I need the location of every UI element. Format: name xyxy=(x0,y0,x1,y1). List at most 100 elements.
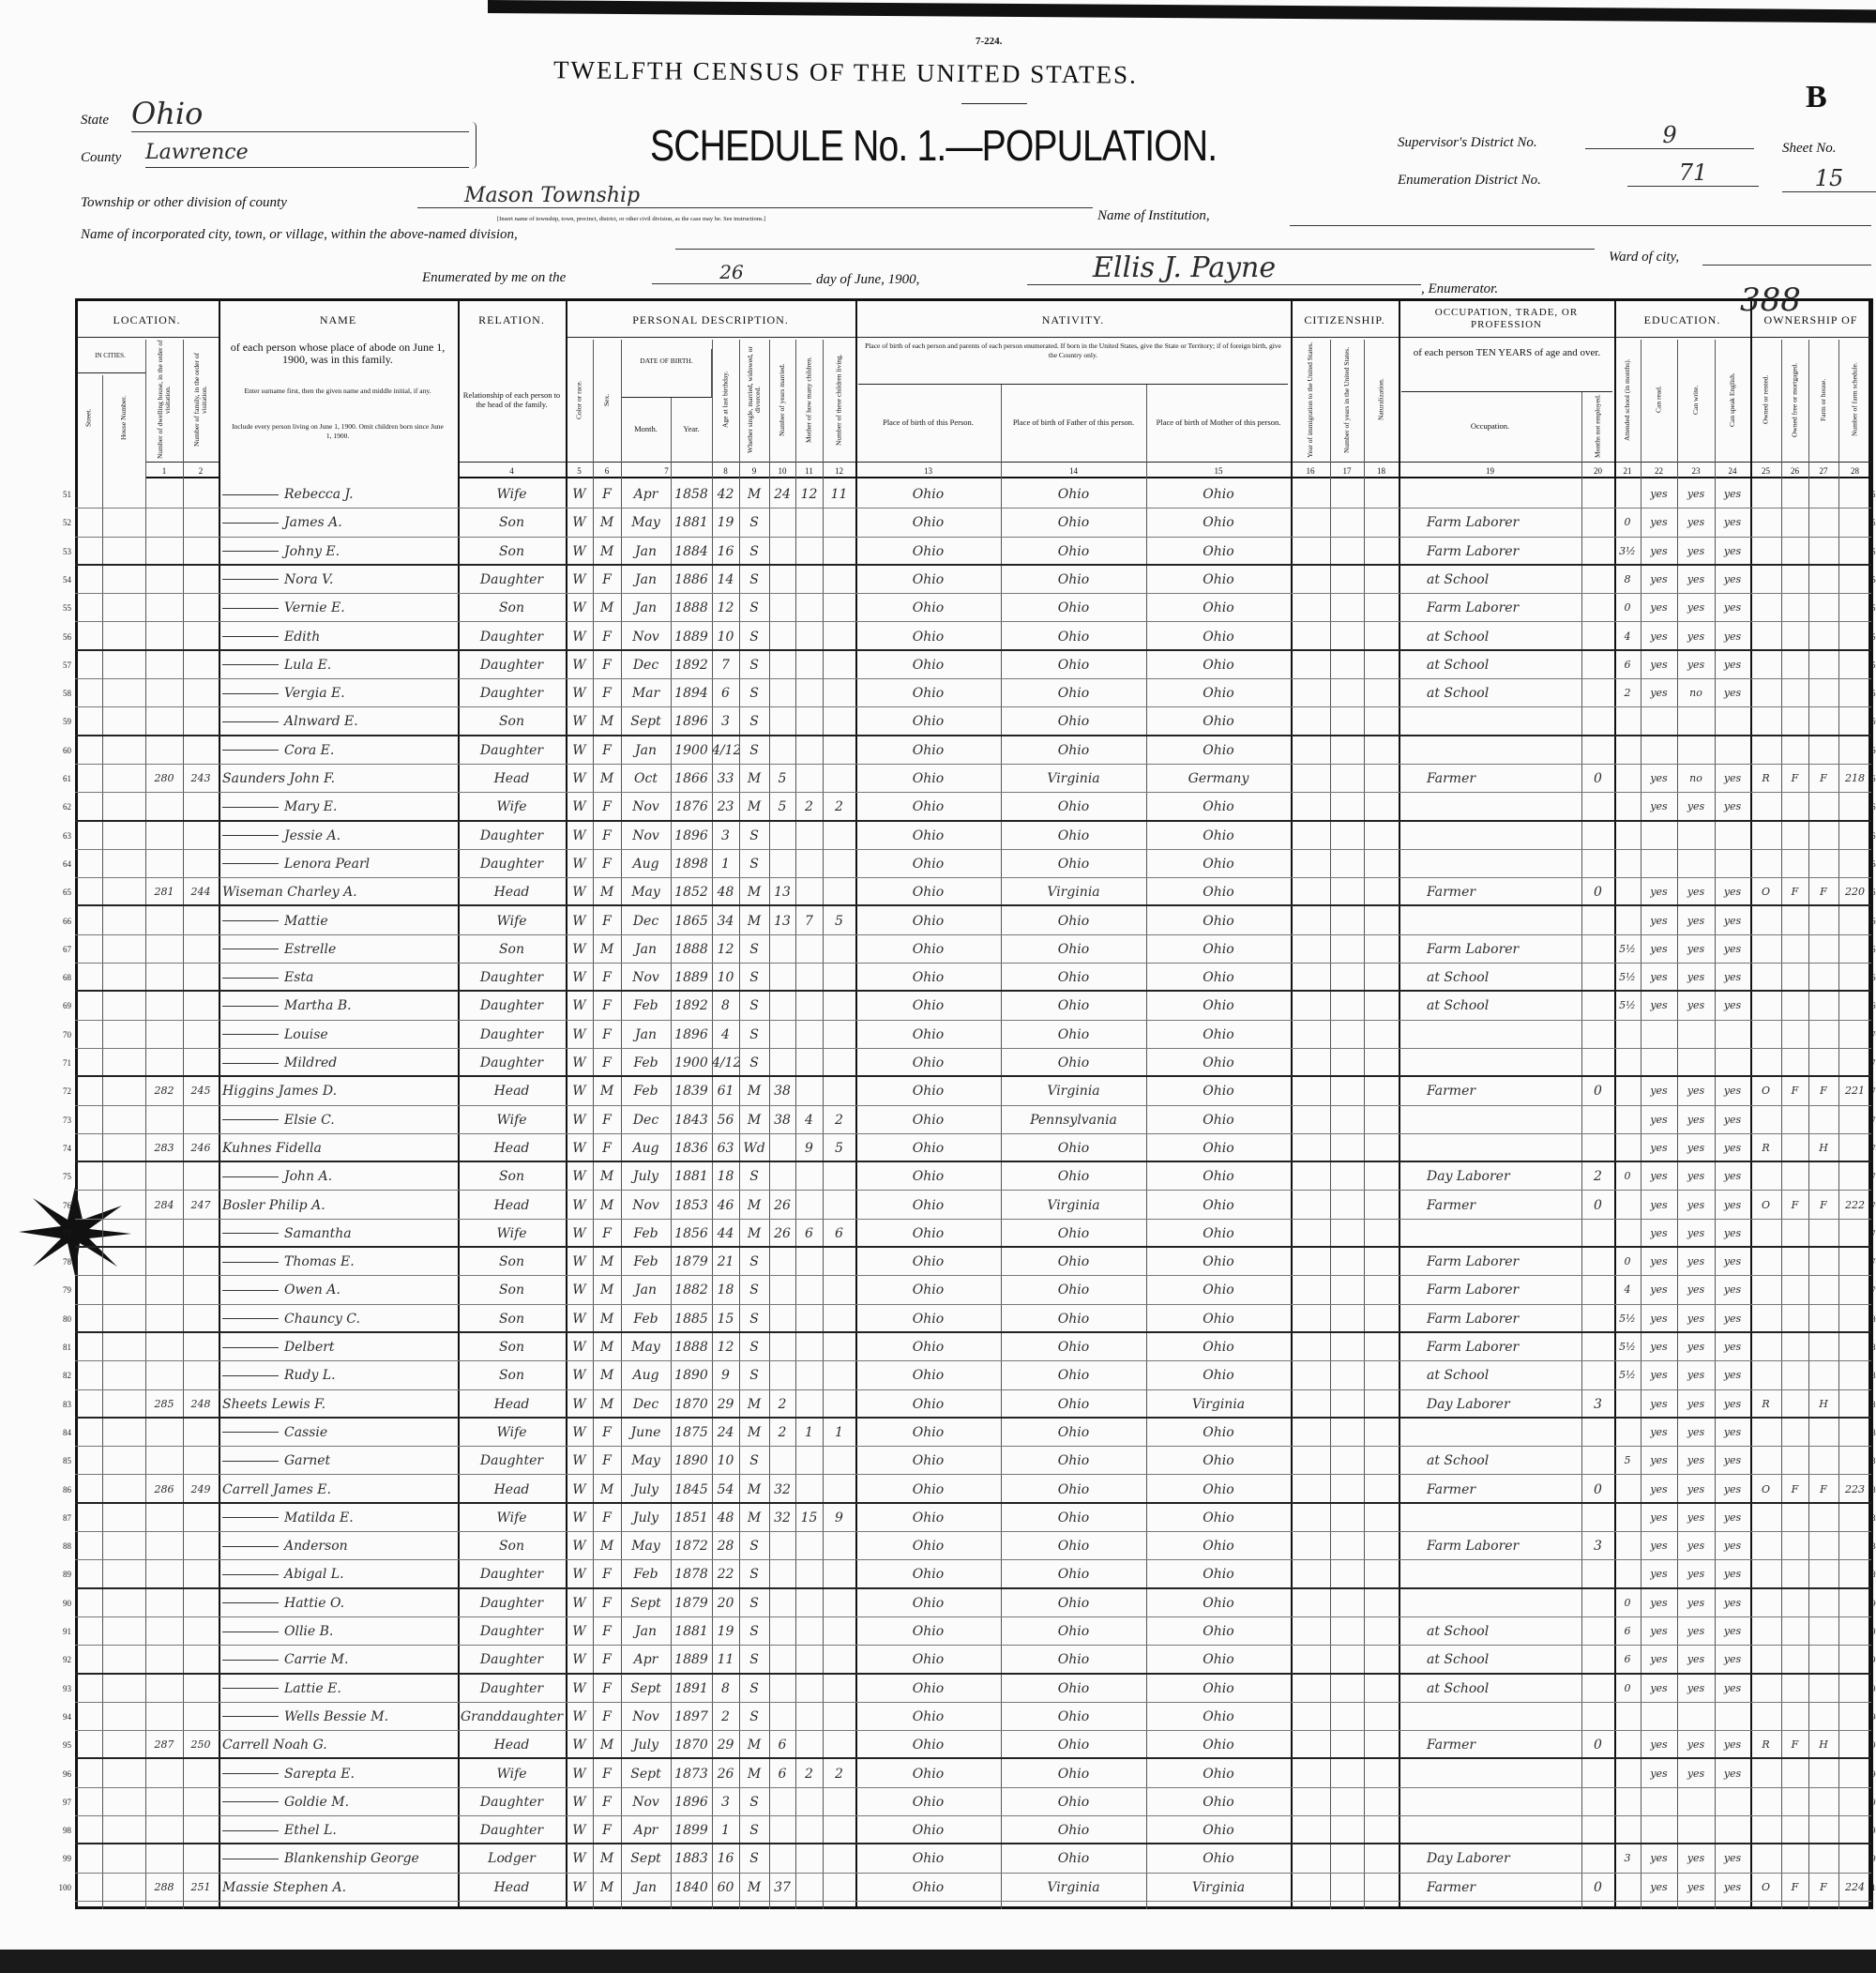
cell-can-read: yes xyxy=(1650,1141,1668,1154)
cell-farm-or-house xyxy=(1808,480,1838,508)
cell-farm-schedule-number: 223 xyxy=(1845,1482,1865,1495)
cell-color: W xyxy=(572,885,586,901)
cell-color: W xyxy=(572,1624,586,1639)
cell-dwelling-number xyxy=(145,623,183,649)
cell-farm-schedule-number xyxy=(1838,1162,1871,1190)
cell-family-number xyxy=(183,566,219,593)
cell-children-living xyxy=(823,1731,855,1757)
line-number: 85 xyxy=(63,1456,71,1466)
cell-sex: M xyxy=(599,1396,614,1412)
cell-months-not-employed xyxy=(1581,508,1614,536)
cell-color: W xyxy=(572,686,586,702)
cell-family-number: 245 xyxy=(190,1085,211,1098)
header-group-location: LOCATION. xyxy=(75,302,219,338)
cell-family-number: 250 xyxy=(190,1738,211,1752)
cell-sex: F xyxy=(602,1225,612,1241)
cell-owned-or-rented xyxy=(1750,594,1781,621)
cell-free-or-mortgaged xyxy=(1781,1844,1808,1872)
cell-farm-schedule-number xyxy=(1838,1844,1871,1872)
cell-owned-or-rented xyxy=(1750,736,1781,764)
cell-birth-year: 1889 xyxy=(674,970,708,986)
cell-immigration-year xyxy=(1291,1276,1330,1303)
cell-occupation xyxy=(1399,1134,1581,1161)
cell-birth-month: June xyxy=(630,1424,661,1440)
cell-birthplace-father: Virginia xyxy=(1047,771,1100,786)
line-number-right: 52 xyxy=(1871,518,1876,528)
cell-immigration-year xyxy=(1291,822,1330,849)
cell-birthplace-person: Ohio xyxy=(912,1680,945,1696)
cell-birthplace-father: Ohio xyxy=(1057,1311,1090,1327)
table-row: Mary E. Wife W F Nov 1876 23 M 5 2 2 Ohio Ohio Ohio ye… xyxy=(75,793,1871,822)
column-number-relation: 4 xyxy=(458,462,566,478)
cell-house-number xyxy=(102,964,145,990)
cell-mother-of-children xyxy=(795,707,823,734)
cell-birth-year: 1889 xyxy=(674,629,708,645)
header-group-relation: RELATION. xyxy=(478,313,545,326)
cell-children-living xyxy=(823,1844,855,1872)
cell-color: W xyxy=(572,1510,586,1525)
cell-house-number xyxy=(102,992,145,1019)
cell-mother-of-children xyxy=(795,594,823,621)
cell-birthplace-father: Ohio xyxy=(1057,543,1090,559)
cell-farm-schedule-number xyxy=(1838,822,1871,849)
cell-street xyxy=(75,1617,102,1645)
cell-birth-year: 1900 xyxy=(674,742,708,758)
cell-birthplace-father: Ohio xyxy=(1057,1595,1090,1611)
cell-marital-status: S xyxy=(749,1311,759,1327)
cell-birthplace-father: Ohio xyxy=(1057,1340,1090,1355)
cell-can-read xyxy=(1641,850,1677,877)
cell-street xyxy=(75,1874,102,1901)
line-number-right: 51 xyxy=(1871,490,1876,499)
cell-can-read: yes xyxy=(1650,772,1668,784)
cell-birthplace-father: Ohio xyxy=(1057,1453,1090,1469)
cell-age: 12 xyxy=(717,1340,734,1355)
cell-family-number xyxy=(183,508,219,536)
cell-birth-month: Feb xyxy=(633,1225,658,1241)
cell-farm-schedule-number xyxy=(1838,480,1871,508)
cell-can-speak-english: yes xyxy=(1723,942,1742,955)
cell-family-number xyxy=(183,907,219,934)
cell-birth-year: 1890 xyxy=(674,1453,708,1469)
cell-birth-year: 1879 xyxy=(674,1254,708,1270)
cell-house-number xyxy=(102,1305,145,1331)
cell-years-in-us xyxy=(1330,480,1364,508)
cell-birthplace-person: Ohio xyxy=(912,799,945,815)
cell-birthplace-person: Ohio xyxy=(912,714,945,730)
column-number-months-not-employed: 20 xyxy=(1581,462,1614,478)
cell-can-speak-english: yes xyxy=(1723,800,1742,813)
column-rule xyxy=(1677,340,1678,1909)
cell-farm-or-house xyxy=(1808,651,1838,678)
cell-occupation: at School xyxy=(1427,970,1490,986)
cell-months-not-employed xyxy=(1581,822,1614,849)
cell-months-not-employed xyxy=(1581,1703,1614,1730)
line-number-right: 93 xyxy=(1871,1683,1876,1693)
cell-birth-year: 1870 xyxy=(674,1738,708,1753)
cell-sex: M xyxy=(599,515,614,531)
ward-field xyxy=(1702,265,1871,266)
cell-naturalization xyxy=(1364,992,1399,1019)
cell-birthplace-mother: Ohio xyxy=(1203,1084,1234,1100)
cell-family-number xyxy=(183,1646,219,1672)
enumerator-label: , Enumerator. xyxy=(1421,281,1499,296)
cell-farm-or-house xyxy=(1808,1361,1838,1389)
cell-name: Carrell James E. xyxy=(222,1481,331,1497)
cell-naturalization xyxy=(1364,480,1399,508)
cell-birthplace-mother: Ohio xyxy=(1203,714,1234,730)
cell-house-number xyxy=(102,878,145,904)
cell-age: 9 xyxy=(721,1368,730,1384)
cell-children-living xyxy=(823,1788,855,1815)
cell-name: Alnward E. xyxy=(219,707,458,734)
cell-birth-year: 1897 xyxy=(674,1708,708,1724)
cell-birthplace-father: Ohio xyxy=(1057,1708,1090,1724)
cell-birth-month: Dec xyxy=(632,1112,659,1128)
cell-naturalization xyxy=(1364,907,1399,934)
cell-birth-month: Oct xyxy=(634,771,658,786)
cell-can-speak-english: yes xyxy=(1723,1653,1742,1666)
cell-farm-schedule-number: 220 xyxy=(1845,886,1865,899)
table-row: Vernie E. Son W M Jan 1888 12 S Ohio Ohio Ohio Farm… xyxy=(75,594,1871,623)
cell-street xyxy=(75,1646,102,1672)
cell-months-not-employed xyxy=(1581,1816,1614,1843)
cell-years-in-us xyxy=(1330,1361,1364,1389)
column-number-occupation: 19 xyxy=(1399,462,1581,478)
cell-farm-or-house xyxy=(1808,1276,1838,1303)
